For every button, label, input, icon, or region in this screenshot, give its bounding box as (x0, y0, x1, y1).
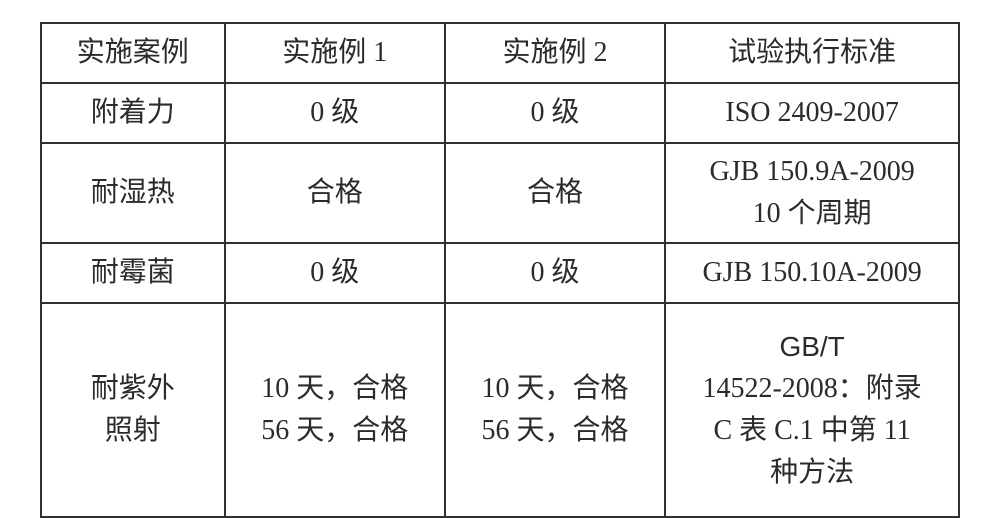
row-humidity-e1: 合格 (225, 143, 445, 243)
header-example-2: 实施例 2 (445, 23, 665, 83)
row-humidity-std-line2: 10 个周期 (670, 193, 954, 235)
row-humidity-heat: 耐湿热 合格 合格 GJB 150.9A-2009 10 个周期 (41, 143, 959, 243)
table-container: 实施案例 实施例 1 实施例 2 试验执行标准 附着力 0 级 0 级 ISO … (0, 0, 1000, 501)
row-uv-std-line2: 14522-2008：附录 (670, 368, 954, 410)
row-uv-std: GB/T 14522-2008：附录 C 表 C.1 中第 11 种方法 (665, 303, 959, 517)
row-humidity-e2: 合格 (445, 143, 665, 243)
header-example-1: 实施例 1 (225, 23, 445, 83)
row-adhesion-e1: 0 级 (225, 83, 445, 143)
row-uv-e2-line2: 56 天，合格 (450, 410, 660, 452)
row-mould-e1: 0 级 (225, 243, 445, 303)
row-adhesion-e2: 0 级 (445, 83, 665, 143)
row-uv-e1-line2: 56 天，合格 (230, 410, 440, 452)
row-adhesion: 附着力 0 级 0 级 ISO 2409-2007 (41, 83, 959, 143)
row-humidity-name: 耐湿热 (41, 143, 225, 243)
results-table: 实施案例 实施例 1 实施例 2 试验执行标准 附着力 0 级 0 级 ISO … (40, 22, 960, 518)
table-header-row: 实施案例 实施例 1 实施例 2 试验执行标准 (41, 23, 959, 83)
row-uv: 耐紫外 照射 10 天，合格 56 天，合格 10 天，合格 56 天，合格 G… (41, 303, 959, 517)
row-uv-name: 耐紫外 照射 (41, 303, 225, 517)
row-uv-std-line4: 种方法 (670, 452, 954, 494)
row-adhesion-std: ISO 2409-2007 (665, 83, 959, 143)
row-humidity-std-line1: GJB 150.9A-2009 (670, 151, 954, 193)
row-uv-e2: 10 天，合格 56 天，合格 (445, 303, 665, 517)
row-uv-name-line1: 耐紫外 (46, 368, 220, 410)
header-standard: 试验执行标准 (665, 23, 959, 83)
row-uv-e1: 10 天，合格 56 天，合格 (225, 303, 445, 517)
row-mould-std: GJB 150.10A-2009 (665, 243, 959, 303)
row-uv-std-line1: GB/T (670, 326, 954, 368)
row-mould: 耐霉菌 0 级 0 级 GJB 150.10A-2009 (41, 243, 959, 303)
row-uv-e1-line1: 10 天，合格 (230, 368, 440, 410)
header-case: 实施案例 (41, 23, 225, 83)
row-uv-e2-line1: 10 天，合格 (450, 368, 660, 410)
row-adhesion-name: 附着力 (41, 83, 225, 143)
row-uv-name-line2: 照射 (46, 410, 220, 452)
row-uv-std-line3: C 表 C.1 中第 11 (670, 410, 954, 452)
row-mould-e2: 0 级 (445, 243, 665, 303)
row-humidity-std: GJB 150.9A-2009 10 个周期 (665, 143, 959, 243)
row-mould-name: 耐霉菌 (41, 243, 225, 303)
